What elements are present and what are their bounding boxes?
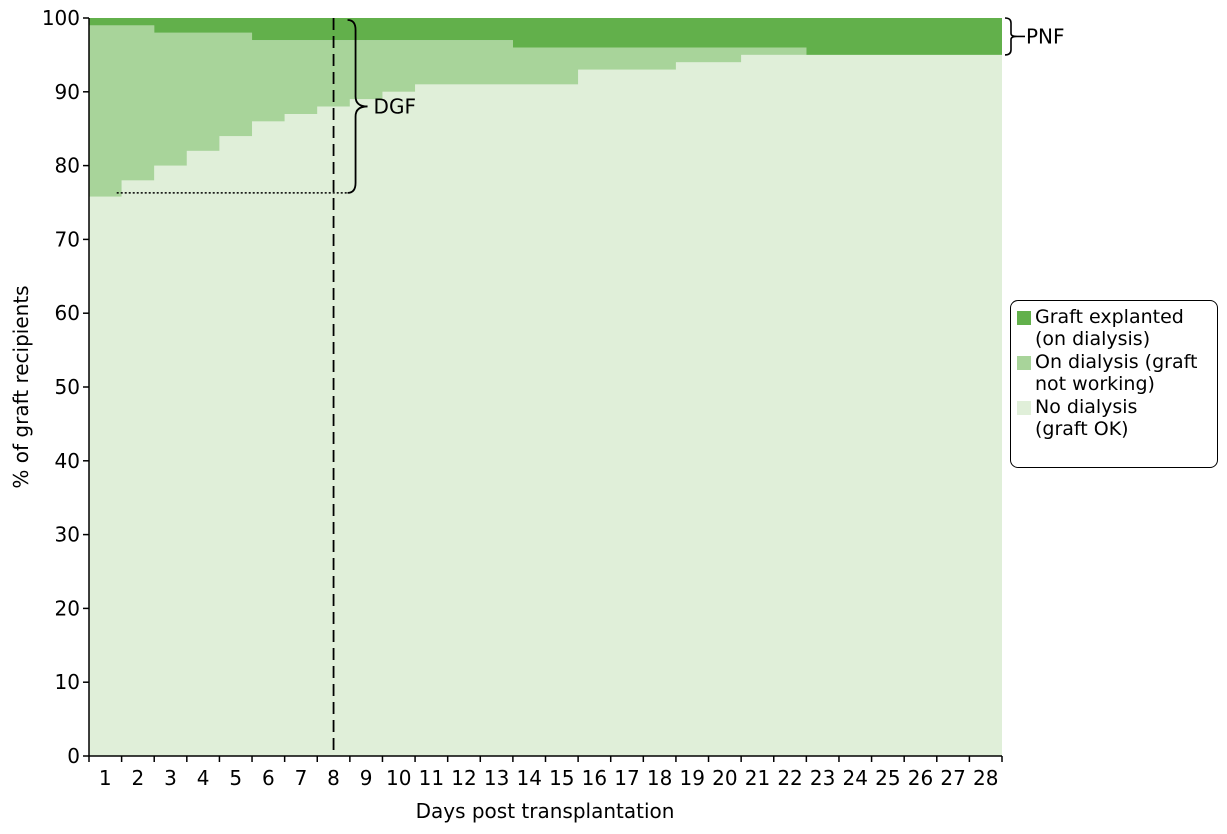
legend-item-graft-explanted: Graft explanted (on dialysis)	[1017, 306, 1211, 350]
x-tick-label-18: 18	[647, 766, 672, 790]
y-tick-label-60: 60	[55, 301, 80, 325]
pnf-label: PNF	[1026, 24, 1065, 48]
legend-swatch-on-dialysis	[1017, 356, 1031, 370]
x-tick-label-9: 9	[360, 766, 373, 790]
x-tick-label-5: 5	[229, 766, 242, 790]
y-tick-label-20: 20	[55, 596, 80, 620]
x-tick-label-15: 15	[549, 766, 574, 790]
x-tick-label-13: 13	[484, 766, 509, 790]
x-tick-label-19: 19	[680, 766, 705, 790]
x-tick-label-27: 27	[940, 766, 965, 790]
x-tick-label-28: 28	[973, 766, 998, 790]
x-tick-label-21: 21	[745, 766, 770, 790]
x-tick-label-3: 3	[164, 766, 177, 790]
x-tick-label-17: 17	[614, 766, 639, 790]
y-tick-label-80: 80	[55, 154, 80, 178]
x-tick-label-1: 1	[99, 766, 112, 790]
series-area-graft-explanted-on-dialysis	[89, 18, 1002, 55]
x-tick-label-20: 20	[712, 766, 737, 790]
y-tick-label-100: 100	[42, 6, 80, 30]
legend-label-no-dialysis: No dialysis (graft OK)	[1035, 396, 1138, 440]
legend-item-no-dialysis: No dialysis (graft OK)	[1017, 396, 1211, 440]
y-tick-label-50: 50	[55, 375, 80, 399]
x-tick-label-14: 14	[516, 766, 541, 790]
x-tick-label-10: 10	[386, 766, 411, 790]
x-tick-label-23: 23	[810, 766, 835, 790]
x-tick-label-7: 7	[295, 766, 308, 790]
x-tick-label-8: 8	[327, 766, 340, 790]
x-tick-label-12: 12	[451, 766, 476, 790]
legend: Graft explanted (on dialysis) On dialysi…	[1010, 300, 1218, 468]
pnf-brace	[1004, 17, 1018, 56]
x-axis-title: Days post transplantation	[416, 799, 675, 823]
x-tick-label-22: 22	[777, 766, 802, 790]
area-layer	[89, 18, 1002, 756]
y-tick-label-40: 40	[55, 449, 80, 473]
legend-label-graft-explanted: Graft explanted (on dialysis)	[1035, 306, 1184, 350]
legend-swatch-no-dialysis	[1017, 401, 1031, 415]
x-tick-label-4: 4	[197, 766, 210, 790]
y-tick-label-0: 0	[67, 744, 80, 768]
y-axis-title: % of graft recipients	[9, 285, 33, 488]
x-tick-label-25: 25	[875, 766, 900, 790]
y-tick-label-30: 30	[55, 523, 80, 547]
x-tick-label-11: 11	[419, 766, 444, 790]
legend-item-on-dialysis: On dialysis (graft not working)	[1017, 351, 1211, 395]
series-area-on-dialysis-graft-not-working	[89, 25, 1002, 197]
x-tick-label-16: 16	[582, 766, 607, 790]
x-tick-label-2: 2	[132, 766, 145, 790]
y-tick-label-70: 70	[55, 227, 80, 251]
y-tick-label-10: 10	[55, 670, 80, 694]
annotation-layer: DGF PNF	[116, 17, 1065, 756]
legend-label-on-dialysis: On dialysis (graft not working)	[1035, 351, 1198, 395]
x-tick-label-24: 24	[843, 766, 868, 790]
dgf-label: DGF	[374, 94, 416, 118]
x-tick-label-6: 6	[262, 766, 275, 790]
y-tick-label-90: 90	[55, 80, 80, 104]
x-tick-label-26: 26	[908, 766, 933, 790]
series-area-no-dialysis-graft-ok	[89, 54, 1002, 756]
legend-swatch-graft-explanted	[1017, 311, 1031, 325]
